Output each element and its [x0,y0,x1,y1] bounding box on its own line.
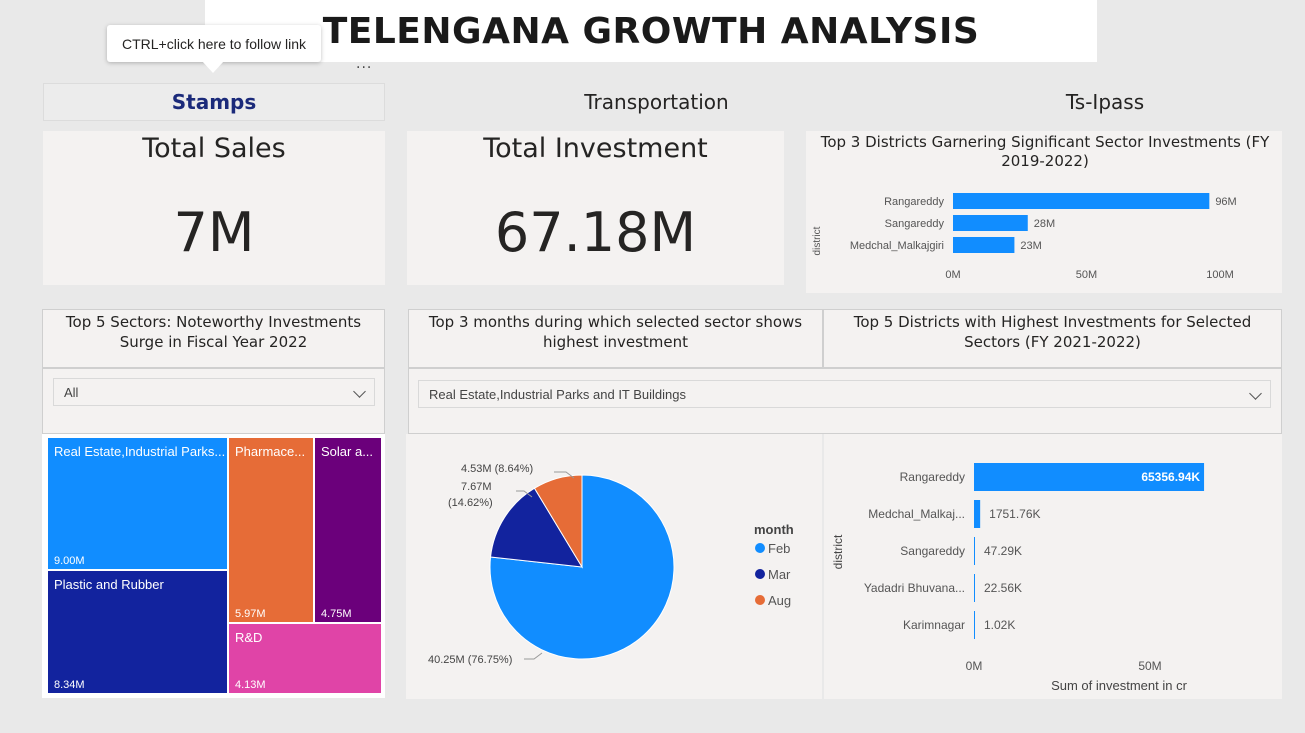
bar-value-label: 28M [1034,218,1055,230]
bar[interactable] [974,537,975,565]
tile-label: Plastic and Rubber [54,577,164,592]
tile-value: 4.75M [321,608,352,620]
pie-label-mar-line1: 7.67M [461,481,492,493]
bar[interactable] [974,500,981,528]
bar-category-label: Rangareddy [884,196,944,208]
treemap-tile[interactable]: Plastic and Rubber 8.34M [48,571,227,693]
tile-label: Solar a... [321,444,374,459]
tile-value: 8.34M [54,679,85,691]
bar-value-label: 23M [1020,240,1041,252]
months-title-text: Top 3 months during which selected secto… [428,313,803,351]
treemap-tile[interactable]: R&D 4.13M [229,624,381,693]
nav-button-tsipass[interactable]: Ts-Ipass [930,83,1280,121]
tile-label: Pharmace... [235,444,306,459]
legend-marker [755,595,765,605]
bar-category-label: Medchal_Malkaj... [868,507,965,521]
nav-transportation-label: Transportation [584,90,729,114]
treemap-tile[interactable]: Real Estate,Industrial Parks... 9.00M [48,438,227,569]
bar-category-label: Rangareddy [900,470,965,484]
x-tick-label: 100M [1206,269,1234,281]
months-pie-chart[interactable]: 4.53M (8.64%) 7.67M (14.62%) 40.25M (76.… [406,434,822,699]
more-options-icon[interactable]: ... [356,56,373,72]
pie-label-feb: 40.25M (76.75%) [428,654,512,666]
pie-slice-aug[interactable] [533,474,583,569]
kpi-sales-title: Total Sales [142,133,286,164]
months-panel-title: Top 3 months during which selected secto… [408,309,823,368]
bar-value-label: 96M [1215,196,1236,208]
bar[interactable] [953,215,1028,231]
legend-marker [755,543,765,553]
pie-svg: 4.53M (8.64%) 7.67M (14.62%) 40.25M (76.… [428,463,794,666]
legend-label: Aug [768,593,791,608]
pie-labels: 4.53M (8.64%) 7.67M (14.62%) 40.25M (76.… [428,463,575,666]
bar[interactable] [974,463,1205,491]
top-districts-y-axis-label: district [812,226,823,255]
tile-label: R&D [235,630,263,645]
kpi-investment-title: Total Investment [483,133,708,164]
legend-marker [755,569,765,579]
bar-category-label: Medchal_Malkajgiri [850,240,944,252]
report-title: TELENGANA GROWTH ANALYSIS [322,10,980,52]
legend-label: Mar [768,567,791,582]
x-tick-label: 50M [1076,269,1097,281]
district-bars-svg: district Sum of investment in cr Rangare… [831,463,1205,693]
treemap-tile[interactable]: Pharmace... 5.97M [229,438,313,622]
tooltip-arrow [202,61,224,73]
kpi-card-total-sales: Total Sales 7M [43,131,385,285]
pie-label-mar-line2: (14.62%) [448,497,493,509]
tile-label: Real Estate,Industrial Parks... [54,444,226,459]
kpi-investment-value: 67.18M [494,201,697,264]
sectors-treemap[interactable]: Real Estate,Industrial Parks... 9.00M Pl… [42,434,385,698]
sector-select-value: Real Estate,Industrial Parks and IT Buil… [429,386,687,402]
bar[interactable] [953,237,1015,253]
bar[interactable] [974,574,975,602]
sector-select-dropdown[interactable]: Real Estate,Industrial Parks and IT Buil… [418,380,1271,408]
tile-value: 5.97M [235,608,266,620]
tooltip-text: CTRL+click here to follow link [121,35,306,52]
sectors-panel-title: Top 5 Sectors: Noteworthy Investments Su… [42,309,385,368]
sector-dropdown[interactable]: All [53,378,375,406]
bar-value-label: 47.29K [984,544,1022,558]
chevron-down-icon [353,385,366,398]
tile-value: 4.13M [235,679,266,691]
districts-bar-chart[interactable]: district Sum of investment in cr Rangare… [824,434,1282,699]
top-districts-svg: district Rangareddy 96M Sangareddy 28M Medch… [812,193,1237,281]
bar-value-label: 22.56K [984,581,1022,595]
bar-category-label: Sangareddy [900,544,965,558]
treemap-tile[interactable]: Solar a... 4.75M [315,438,381,622]
pie-slice-mar[interactable] [489,487,583,568]
chevron-down-icon [1249,387,1262,400]
kpi-sales-value: 7M [173,201,255,264]
districts-panel-title: Top 5 Districts with Highest Investments… [823,309,1282,368]
x-tick-label: 0M [945,269,960,281]
bar-category-label: Sangareddy [885,218,945,230]
link-tooltip: CTRL+click here to follow link [107,25,321,62]
districts-title-text: Top 5 Districts with Highest Investments… [853,313,1252,351]
bar-category-label: Karimnagar [903,618,965,632]
nav-tsipass-label: Ts-Ipass [1065,90,1145,114]
report-title-bar: TELENGANA GROWTH ANALYSIS [205,0,1097,62]
top-districts-chart[interactable]: Top 3 Districts Garnering Significant Se… [806,131,1282,293]
bar[interactable] [953,193,1210,209]
bar-value-label: 1751.76K [989,507,1040,521]
sector-dropdown-value: All [64,384,79,400]
sectors-title-text: Top 5 Sectors: Noteworthy Investments Su… [65,313,362,351]
pie-legend-title: month [754,522,794,537]
top-districts-title: Top 3 Districts Garnering Significant Se… [820,133,1270,170]
nav-button-stamps[interactable]: Stamps [43,83,385,121]
kpi-card-total-investment: Total Investment 67.18M [407,131,784,285]
bar[interactable] [974,611,975,639]
bar-category-label: Yadadri Bhuvana... [864,581,965,595]
bar-value-label: 65356.94K [1141,470,1200,484]
district-bars-y-axis-label: district [831,534,845,569]
legend-label: Feb [768,541,790,556]
x-tick-label: 50M [1138,659,1161,673]
x-tick-label: 0M [966,659,983,673]
bar-value-label: 1.02K [984,618,1015,632]
tile-value: 9.00M [54,555,85,567]
pie-label-aug: 4.53M (8.64%) [461,463,533,475]
nav-button-transportation[interactable]: Transportation [470,83,843,121]
nav-stamps-label: Stamps [171,90,257,114]
district-bars-x-axis-label: Sum of investment in cr [1051,678,1187,693]
